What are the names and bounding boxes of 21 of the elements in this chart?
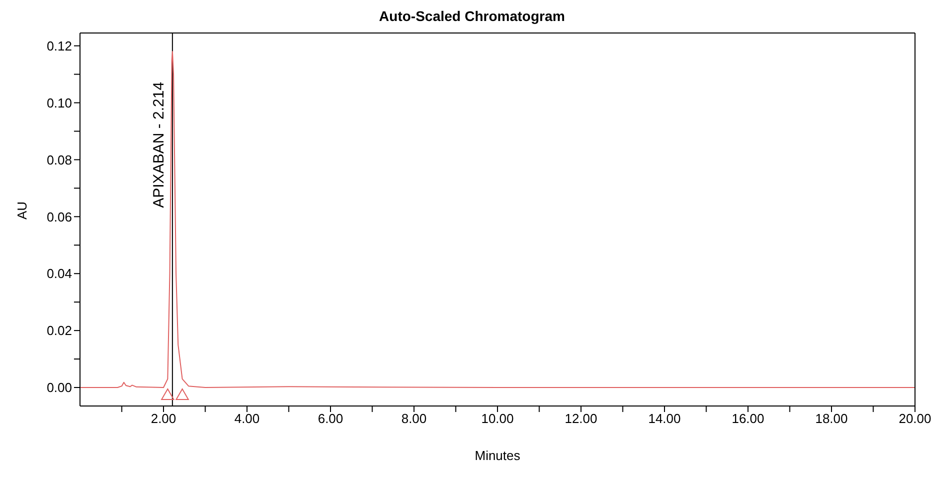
x-tick-label: 4.00 [234, 411, 260, 426]
y-tick-label: 0.02 [46, 323, 72, 338]
chart-title: Auto-Scaled Chromatogram [378, 8, 566, 24]
x-tick-label: 14.00 [648, 411, 681, 426]
x-tick-label: 10.00 [481, 411, 514, 426]
x-axis-title: Minutes [474, 448, 521, 463]
x-tick-label: 20.00 [898, 411, 932, 426]
x-tick-label: 6.00 [318, 411, 344, 426]
x-tick-label: 18.00 [815, 411, 848, 426]
y-tick-label: 0.06 [46, 209, 72, 224]
y-tick-label: 0.08 [46, 152, 72, 168]
y-tick-label: 0.10 [46, 95, 72, 110]
x-tick-label: 12.00 [564, 411, 598, 426]
y-tick-label: 0.00 [46, 380, 72, 396]
x-tick-label: 16.00 [732, 411, 764, 426]
x-tick-label: 2.00 [150, 411, 176, 426]
y-tick-label: 0.04 [46, 266, 72, 282]
ref-line-label: APIXABAN - 2.214 [150, 82, 168, 208]
y-tick-label: 0.12 [46, 38, 72, 54]
x-tick-label: 8.00 [401, 411, 427, 426]
y-axis-title: AU [14, 201, 30, 220]
